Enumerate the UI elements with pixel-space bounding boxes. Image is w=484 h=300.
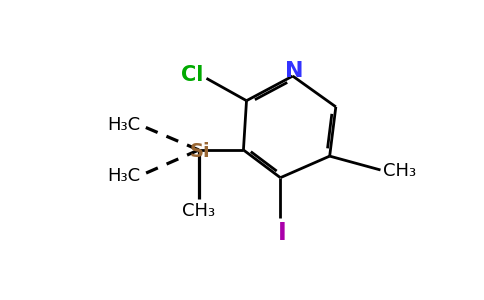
Text: CH₃: CH₃ (182, 202, 215, 220)
Text: N: N (285, 61, 303, 81)
Text: CH₃: CH₃ (383, 162, 416, 180)
Text: H₃C: H₃C (107, 116, 140, 134)
Text: Si: Si (190, 142, 211, 161)
Text: H₃C: H₃C (107, 167, 140, 185)
Text: I: I (277, 221, 287, 245)
Text: Cl: Cl (181, 65, 203, 85)
